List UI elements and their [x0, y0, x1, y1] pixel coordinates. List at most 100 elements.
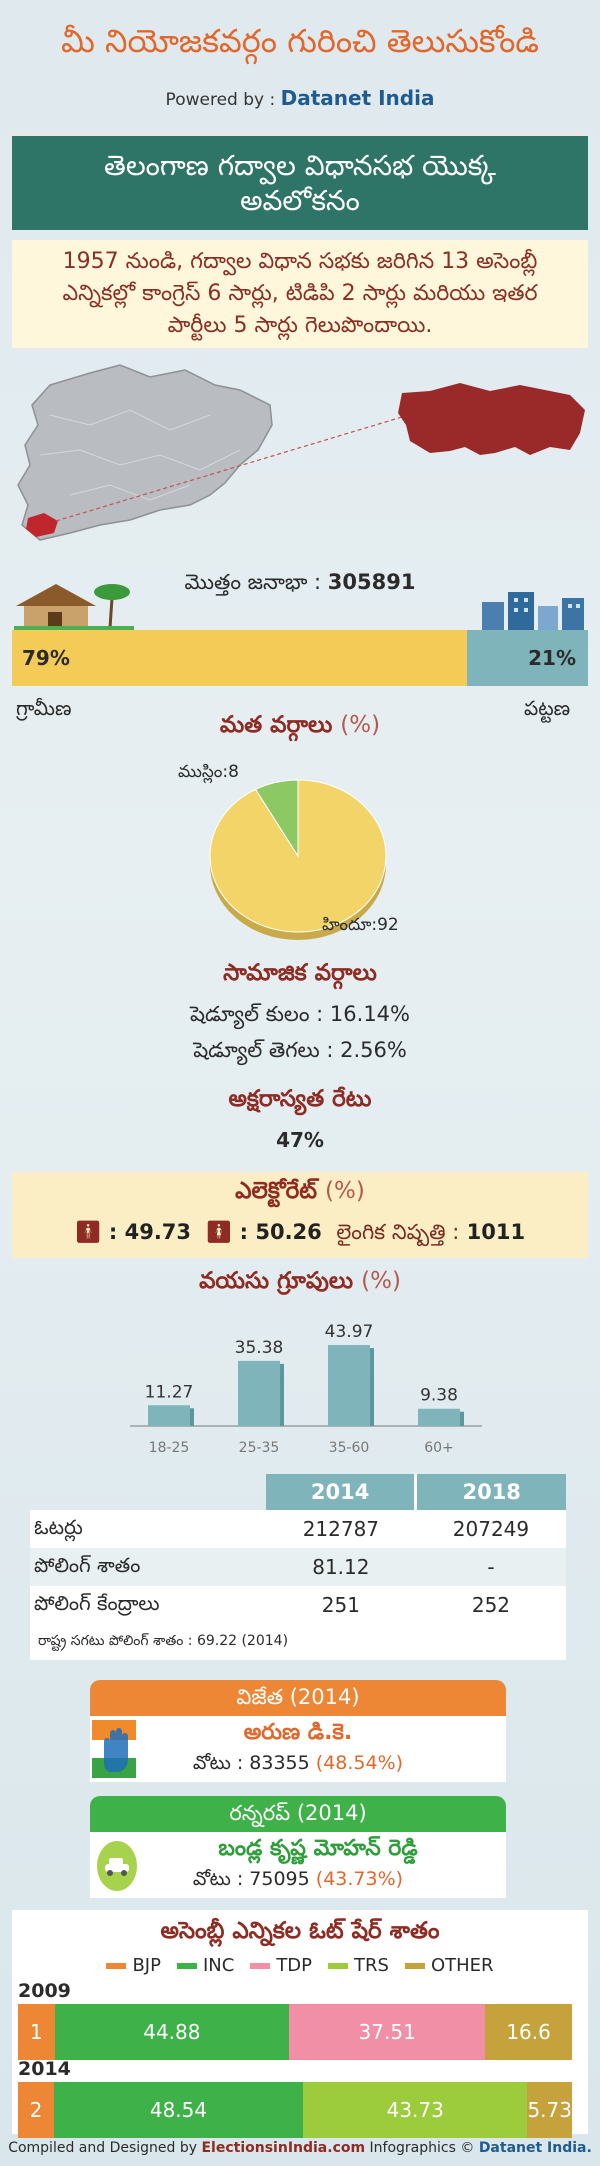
- vote-share-title: అసెంబ్లీ ఎన్నికల ఓట్ షేర్ శాతం: [160, 1918, 440, 1944]
- electorate-title: ఎలెక్టోరేట్ (%): [0, 1178, 600, 1210]
- legend-item-inc: INC: [176, 1955, 234, 1976]
- religion-pie-chart: [209, 779, 387, 940]
- column-header-2014: 2014: [265, 1474, 418, 1510]
- voter-stats-table: 2014 2018 ఓటర్లు 212787 207249 పోలింగ్ శ…: [30, 1474, 566, 1624]
- scheduled-caste-label: షెడ్యూల్ కులం :: [189, 1002, 324, 1026]
- row-label-polling-stations: పోలింగ్ కేంద్రాలు: [30, 1586, 266, 1624]
- sex-ratio-label: లైంగిక నిష్పత్తి :: [336, 1220, 460, 1244]
- legend-label: TRS: [354, 1955, 389, 1976]
- literacy-title: అక్షరాస్యత రేటు: [228, 1086, 372, 1112]
- winner-header: విజేత (2014): [90, 1680, 506, 1716]
- age-bar-shadow-3: [460, 1411, 464, 1426]
- footer-mid: Infographics ©: [369, 2140, 475, 2156]
- rural-share-value: 79%: [22, 646, 70, 670]
- year-label-2014: 2014: [18, 2058, 71, 2080]
- trs-car-icon: [97, 1841, 137, 1891]
- runnerup-header: రన్నరప్ (2014): [90, 1796, 506, 1832]
- telangana-map-illustration: [17, 364, 585, 541]
- legend-label: BJP: [132, 1955, 161, 1976]
- religion-title-text: మత వర్గాలు: [219, 712, 333, 738]
- female-icon: 🚺︎: [205, 1220, 233, 1244]
- runnerup-year: (2014): [296, 1801, 367, 1825]
- legend-swatch: [328, 1963, 349, 1969]
- pie-label-hindu: హిందూ:92: [322, 915, 399, 935]
- gadwal-zoom-shape: [398, 383, 585, 455]
- state-average-note: రాష్ట్ర సగటు పోలింగ్ శాతం : 69.22 (2014): [30, 1624, 566, 1660]
- winner-year: (2014): [289, 1685, 360, 1709]
- table-row: పోలింగ్ కేంద్రాలు 251 252: [30, 1586, 566, 1624]
- map-connector-line: [55, 416, 403, 522]
- age-bar-value-label: 9.38: [420, 1386, 458, 1406]
- winner-votes: వోటు : 83355 (48.54%): [90, 1752, 506, 1779]
- age-groups-title-text: వయసు గ్రూపులు: [199, 1268, 354, 1294]
- winner-name: అరుణ డి.కె.: [243, 1720, 353, 1745]
- religion-title-unit: (%): [340, 712, 381, 738]
- telangana-state-shape: [17, 364, 273, 541]
- literacy-value: 47%: [276, 1128, 324, 1152]
- vote-share-segment-label: 44.88: [143, 2020, 201, 2044]
- cell-voters-2014: 212787: [265, 1510, 416, 1548]
- election-summary: 1957 నుండి, గద్వాల విధాన సభకు జరిగిన 13 …: [12, 240, 588, 348]
- male-share: : 49.73: [108, 1220, 192, 1244]
- age-category-label: 25-35: [239, 1440, 280, 1456]
- scheduled-tribe-label: షెడ్యూల్ తెగలు :: [193, 1038, 334, 1062]
- total-population-label: మొత్తం జనాభా :: [184, 570, 322, 594]
- vote-share-segment: 2: [18, 2082, 54, 2138]
- runnerup-votes-percent: (43.73%): [315, 1868, 404, 1890]
- table-row: పోలింగ్ శాతం 81.12 -: [30, 1548, 566, 1586]
- legend-item-bjp: BJP: [106, 1955, 161, 1976]
- legend-swatch: [106, 1963, 127, 1969]
- cell-voters-2018: 207249: [415, 1510, 566, 1548]
- urban-share-value: 21%: [528, 646, 576, 670]
- population-split-bar: 79% 21%: [12, 630, 588, 686]
- electorate-stats: 🚹︎ : 49.73 🚺︎ : 50.26 లైంగిక నిష్పత్తి :…: [0, 1220, 600, 1250]
- runnerup-card: [90, 1832, 506, 1898]
- electorate-title-unit: (%): [325, 1178, 365, 1204]
- row-label-voters: ఓటర్లు: [30, 1510, 266, 1548]
- footer-prefix: Compiled and Designed by: [8, 2140, 198, 2156]
- city-buildings-icon: [482, 592, 584, 630]
- footer-datanet-logo: Datanet India.: [478, 2140, 592, 2156]
- vote-share-bar-2009: 1 44.88 37.51 16.6: [18, 2004, 572, 2060]
- age-category-label: 60+: [424, 1440, 454, 1456]
- scheduled-tribe-value: 2.56%: [340, 1038, 407, 1062]
- electionsinindia-logo: ElectionsinIndia.com: [201, 2140, 366, 2156]
- village-hut-icon: [14, 584, 134, 630]
- age-category-label: 18-25: [149, 1440, 190, 1456]
- social-groups-title: సామాజిక వర్గాలు: [223, 960, 377, 986]
- cell-polling-percent-2014: 81.12: [265, 1548, 416, 1586]
- powered-by-label: Powered by :: [165, 90, 276, 110]
- vote-share-segment: 1: [18, 2004, 55, 2060]
- age-bar-0: [148, 1405, 190, 1426]
- rural-share-segment: 79%: [12, 630, 468, 686]
- vote-share-segment-label: 37.51: [358, 2020, 416, 2044]
- age-groups-title: వయసు గ్రూపులు (%): [0, 1268, 600, 1300]
- legend-label: TDP: [276, 1955, 313, 1976]
- female-share: : 50.26: [239, 1220, 322, 1244]
- winner-votes-count: వోటు : 83355: [192, 1752, 310, 1774]
- urban-label: పట్టణ: [524, 696, 571, 720]
- legend-label: OTHER: [430, 1955, 494, 1976]
- winner-card: [90, 1716, 506, 1782]
- cell-polling-percent-2018: -: [415, 1548, 566, 1586]
- vote-share-bar-2014: 2 48.54 43.73 5.73: [18, 2082, 572, 2138]
- congress-hand-icon: [92, 1720, 136, 1778]
- age-bar-value-label: 35.38: [235, 1338, 284, 1358]
- age-bar-3: [418, 1408, 460, 1426]
- vote-share-segment: 16.6: [485, 2004, 572, 2060]
- age-bar-value-label: 11.27: [145, 1382, 194, 1402]
- scheduled-caste-value: 16.14%: [329, 1002, 410, 1026]
- legend-swatch: [250, 1963, 271, 1969]
- total-population: మొత్తం జనాభా : 305891: [0, 570, 600, 600]
- page-title: మీ నియోజకవర్గం గురించి తెలుసుకోండి: [60, 22, 539, 60]
- sex-ratio-value: 1011: [466, 1220, 526, 1244]
- vote-share-segment: 44.88: [54, 2004, 290, 2060]
- vote-share-segment-label: 43.73: [386, 2098, 444, 2122]
- age-bar-value-label: 43.97: [325, 1322, 374, 1342]
- cell-polling-stations-2014: 251: [265, 1586, 416, 1624]
- urban-share-segment: 21%: [467, 630, 588, 686]
- age-bar-1: [238, 1360, 280, 1426]
- footer-credits: Compiled and Designed by ElectionsinIndi…: [0, 2140, 600, 2156]
- datanet-india-logo: Datanet India: [280, 86, 435, 110]
- winner-votes-percent: (48.54%): [315, 1752, 404, 1774]
